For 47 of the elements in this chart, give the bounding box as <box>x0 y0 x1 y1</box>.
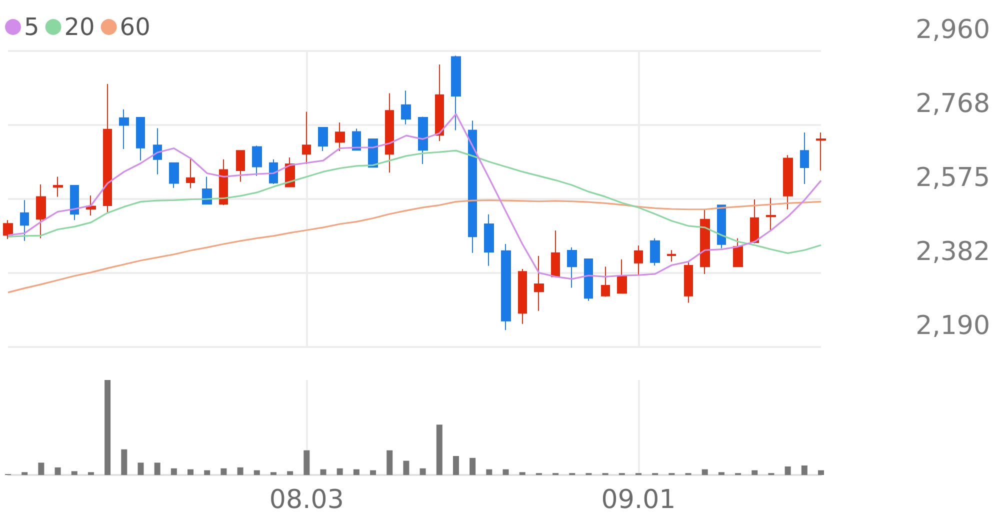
bar <box>188 469 194 475</box>
legend-label: 60 <box>120 13 150 41</box>
bar <box>121 449 128 475</box>
bar <box>254 470 260 475</box>
bar <box>287 471 294 475</box>
y-tick-label: 2,575 <box>916 163 990 193</box>
bar <box>436 424 442 475</box>
bar <box>470 458 476 475</box>
bar <box>71 471 78 475</box>
bar <box>403 460 410 475</box>
y-tick-label: 2,382 <box>916 237 990 268</box>
bar <box>104 380 111 475</box>
bar <box>420 468 426 475</box>
bar <box>304 450 310 475</box>
x-tick-label: 09.01 <box>601 485 676 515</box>
y-tick-label: 2,960 <box>916 15 990 45</box>
bar <box>237 467 244 475</box>
bar <box>320 469 326 475</box>
bar <box>718 472 724 475</box>
bar <box>818 470 824 475</box>
bar <box>336 468 343 475</box>
bar <box>38 462 44 475</box>
bar <box>138 462 144 475</box>
bar <box>54 467 61 475</box>
bar <box>353 469 360 475</box>
bar <box>220 468 227 475</box>
bar <box>519 472 526 475</box>
bar <box>486 469 492 475</box>
y-tick-label: 2,190 <box>916 311 990 341</box>
bar <box>801 466 808 475</box>
bar <box>702 469 708 475</box>
bar <box>386 450 393 475</box>
legend-label: 20 <box>64 13 95 41</box>
legend-label: 5 <box>24 13 40 41</box>
bar <box>784 466 791 475</box>
bar <box>88 472 94 475</box>
bar <box>170 468 177 475</box>
bar <box>204 470 210 475</box>
y-tick-label: 2,768 <box>916 88 990 119</box>
bar <box>752 470 758 475</box>
bar <box>370 470 376 475</box>
x-tick-label: 08.03 <box>269 485 344 515</box>
bar <box>154 462 160 475</box>
bar <box>452 456 459 475</box>
bar <box>270 472 276 475</box>
bar <box>502 469 509 475</box>
bar <box>22 472 28 475</box>
